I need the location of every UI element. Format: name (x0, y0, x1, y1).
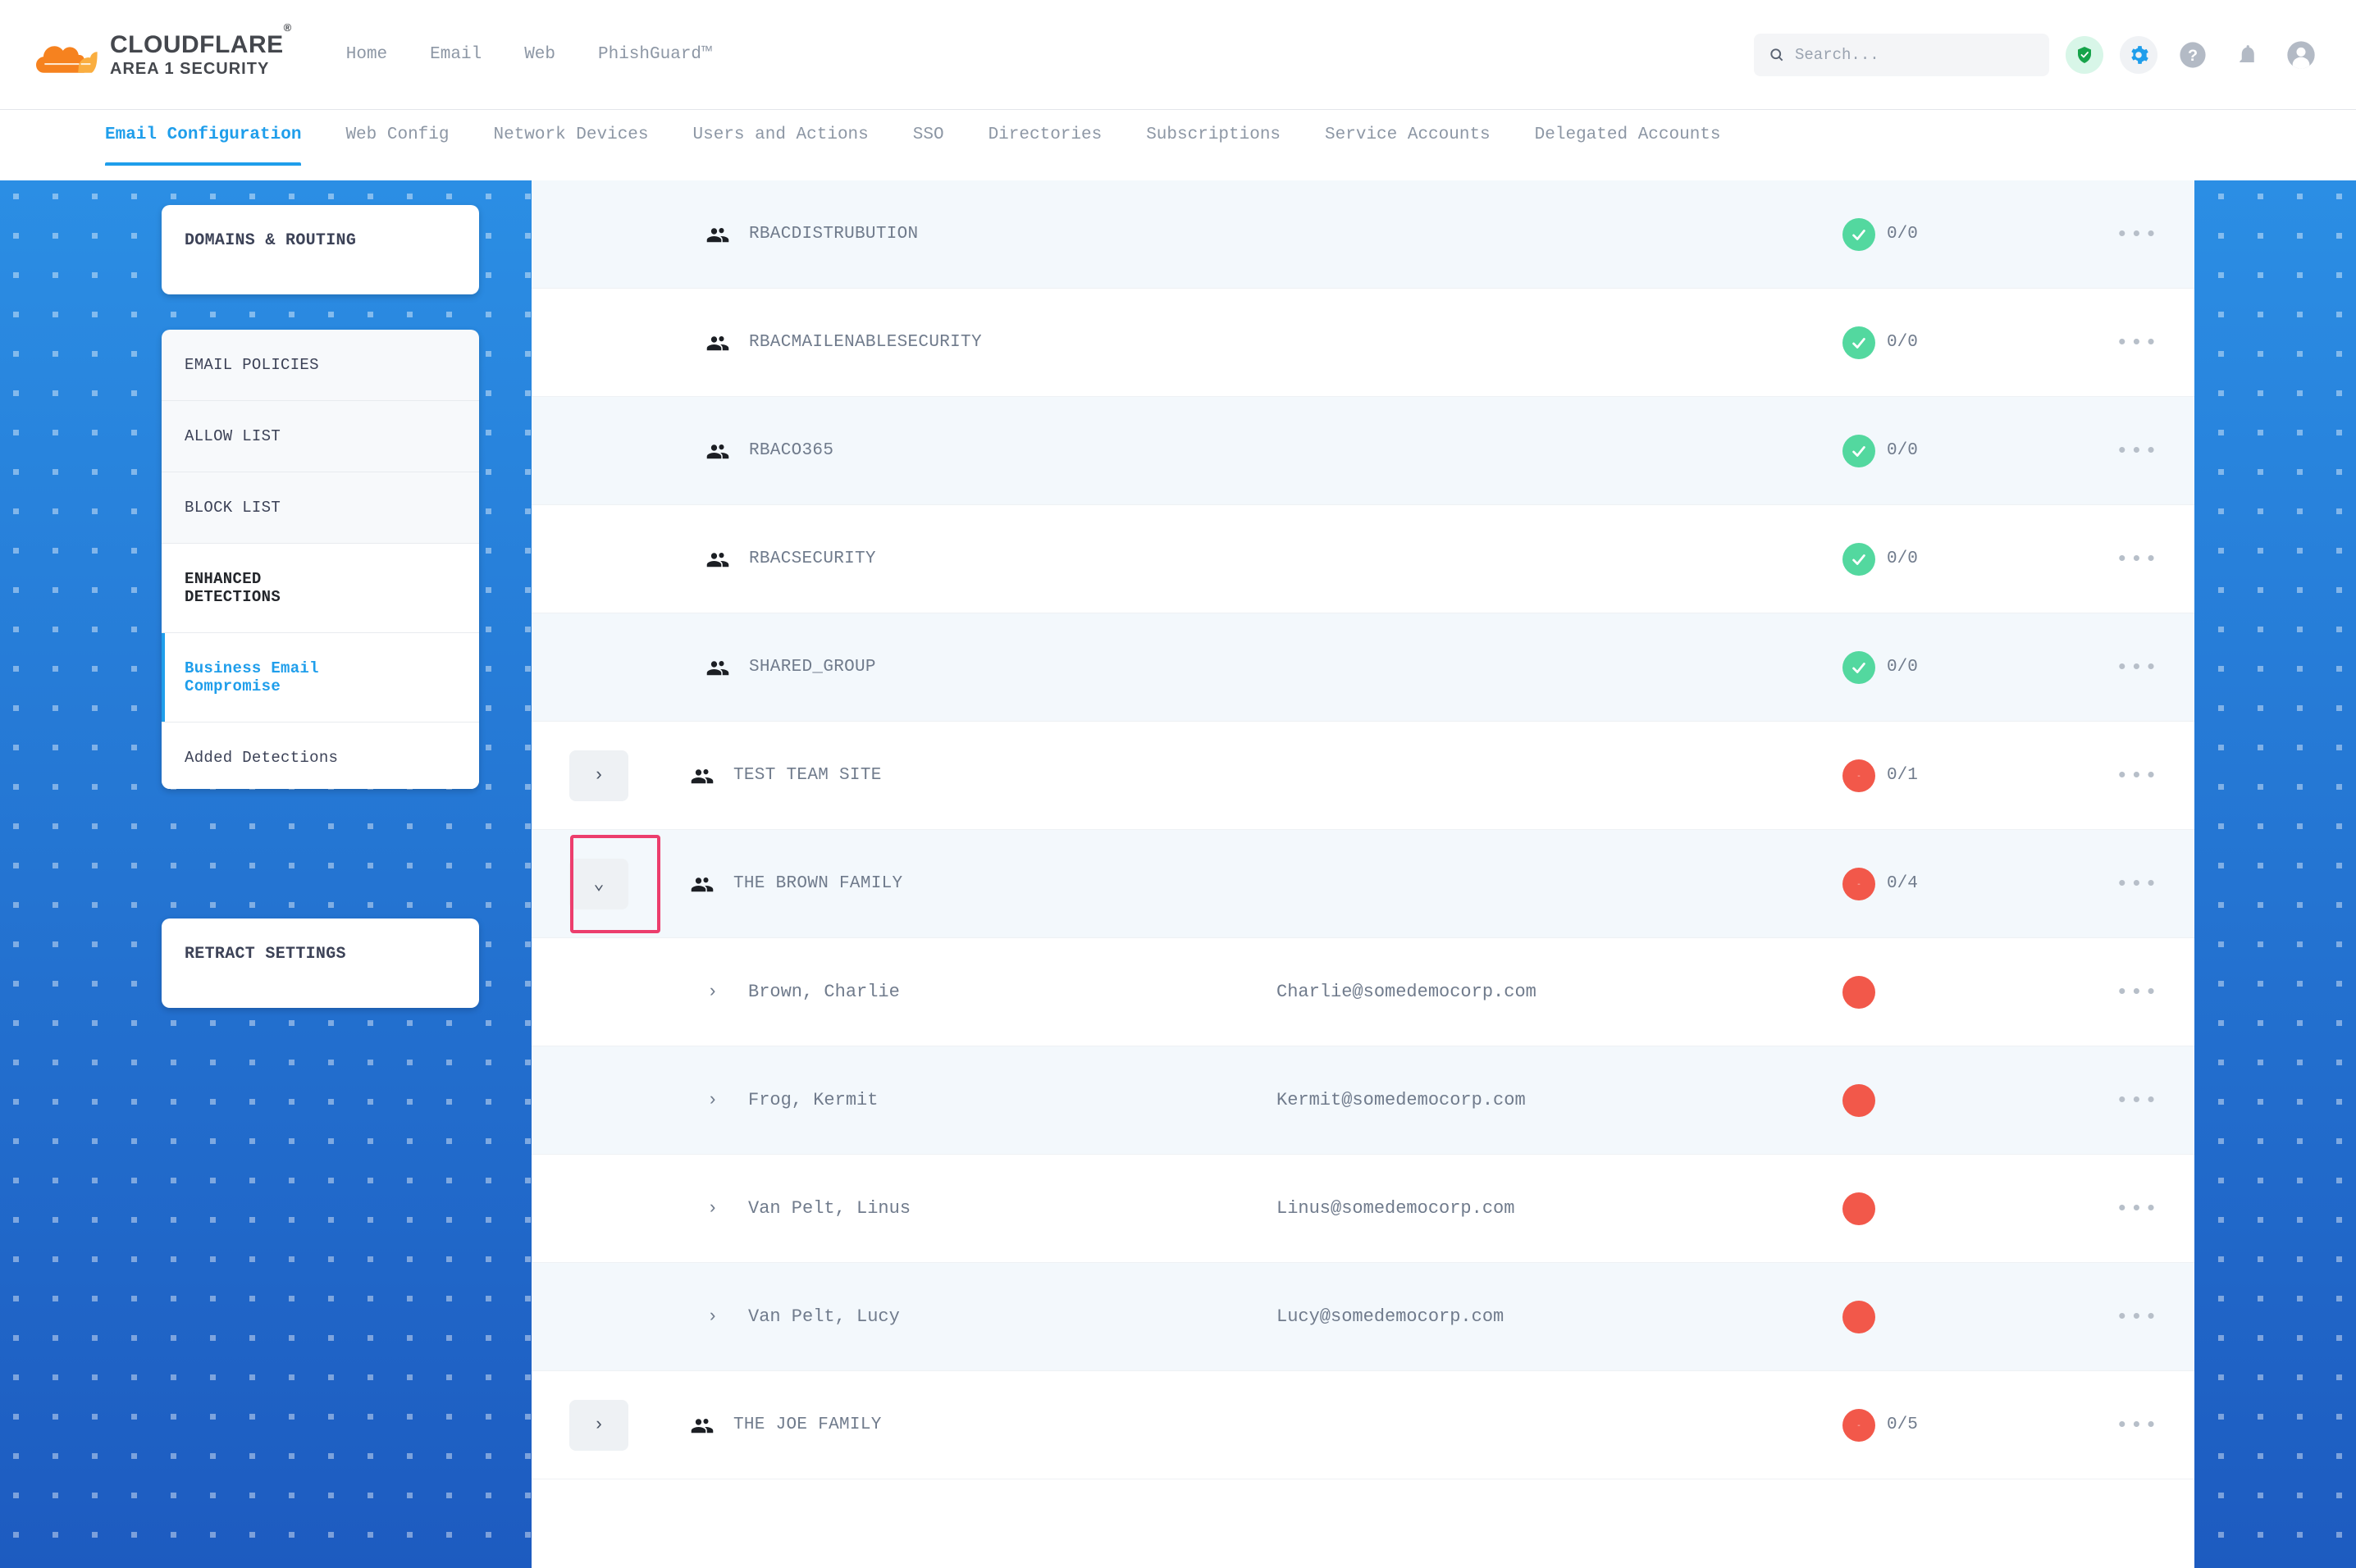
svg-text:?: ? (2188, 46, 2198, 64)
